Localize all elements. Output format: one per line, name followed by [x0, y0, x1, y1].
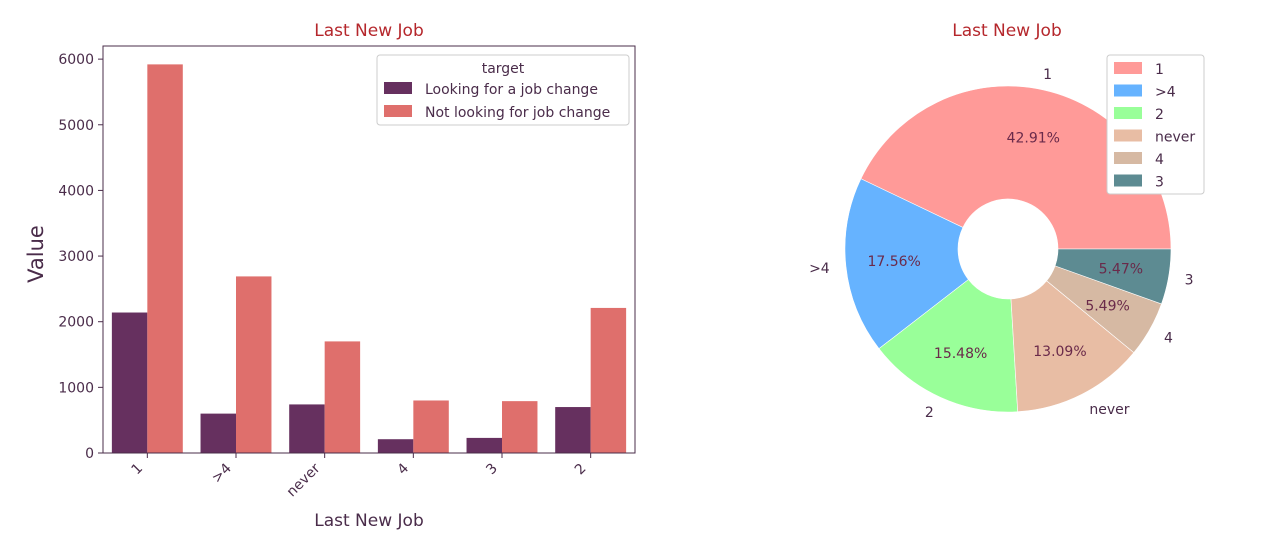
bar-chart: Last New Job Value Last New Job 0 1000 200…	[24, 21, 636, 531]
slice-pct-label-2: 15.48%	[934, 346, 987, 362]
legend-swatch-1	[1114, 62, 1142, 74]
slice-3	[1054, 248, 1172, 305]
slice-label-3: 3	[1185, 273, 1194, 289]
legend-swatch-never	[1114, 129, 1142, 142]
bar-3-not-looking	[502, 401, 538, 453]
bar-gt4-not-looking	[236, 276, 272, 453]
legend-swatch-3	[1114, 174, 1142, 187]
bar-4-looking	[377, 439, 414, 453]
y-tick-label: 5000	[58, 118, 94, 134]
bar-4-not-looking	[413, 400, 449, 453]
bar-gt4-looking	[200, 413, 236, 453]
x-tick-label-never: never	[284, 460, 324, 500]
y-tick-label: 0	[85, 446, 94, 462]
bar-chart-x-axis-label: Last New Job	[314, 511, 424, 531]
slice-label-4: 4	[1164, 330, 1173, 346]
legend-swatch-2	[1114, 107, 1142, 119]
slice-pct-label-1: 42.91%	[1007, 130, 1060, 146]
slice-pct-label-4: 5.49%	[1085, 299, 1129, 315]
bar-never-not-looking	[324, 341, 361, 453]
pie-chart: Last New Job 42.91% 1 17.56% >4 15.48% 2 13.09…	[809, 21, 1205, 421]
bar-1-looking	[111, 312, 148, 453]
slice-label-gt4: >4	[809, 261, 830, 277]
pie-chart-legend: 1 >4 2 never 4 3	[1106, 54, 1205, 195]
slice-2	[878, 279, 1019, 413]
bar-1-not-looking	[147, 64, 183, 453]
y-tick-label: 4000	[58, 183, 94, 199]
legend-swatch-4	[1114, 152, 1142, 164]
legend-swatch-looking	[384, 82, 412, 94]
y-tick-label: 6000	[58, 52, 94, 68]
legend-label-not-looking: Not looking for job change	[425, 105, 610, 121]
slice-label-2: 2	[925, 405, 934, 421]
legend-label-1: 1	[1155, 62, 1164, 78]
bar-3-looking	[466, 437, 502, 453]
bar-chart-title: Last New Job	[314, 21, 424, 41]
legend-label-looking: Looking for a job change	[425, 82, 598, 98]
bar-chart-plot-frame	[102, 45, 636, 454]
legend-swatch-gt4	[1114, 84, 1142, 97]
legend-label-never: never	[1155, 130, 1195, 146]
legend-label-2: 2	[1155, 107, 1164, 123]
x-tick-label-gt4: >4	[209, 460, 235, 486]
slice-pct-label-never: 13.09%	[1033, 344, 1086, 360]
legend-label-4: 4	[1155, 152, 1164, 168]
pie-chart-title: Last New Job	[952, 21, 1062, 41]
slice-pct-label-3: 5.47%	[1099, 262, 1143, 278]
bar-never-looking	[289, 404, 325, 453]
legend-label-gt4: >4	[1155, 85, 1176, 101]
x-tick-label-1: 1	[129, 461, 147, 479]
y-tick-label: 1000	[58, 380, 94, 396]
slice-pct-label-gt4: 17.56%	[867, 254, 920, 270]
x-tick-label-4: 4	[395, 460, 413, 478]
y-tick-label: 3000	[58, 249, 94, 265]
legend-frame	[376, 54, 630, 126]
bar-2-not-looking	[590, 307, 627, 453]
legend-swatch-not-looking	[384, 105, 412, 117]
slice-gt4	[844, 178, 969, 350]
slice-label-1: 1	[1043, 67, 1052, 83]
x-tick-label-2: 2	[572, 461, 590, 479]
legend-title: target	[482, 61, 525, 77]
bar-2-looking	[555, 407, 591, 453]
bar-chart-y-axis-label: Value	[24, 225, 48, 283]
y-tick-label: 2000	[58, 315, 94, 331]
slice-never	[1010, 280, 1135, 413]
bar-chart-legend: target Looking for a job change Not look…	[376, 54, 630, 126]
x-tick-label-3: 3	[483, 461, 501, 479]
slice-label-never: never	[1089, 402, 1129, 418]
legend-label-3: 3	[1155, 175, 1164, 191]
